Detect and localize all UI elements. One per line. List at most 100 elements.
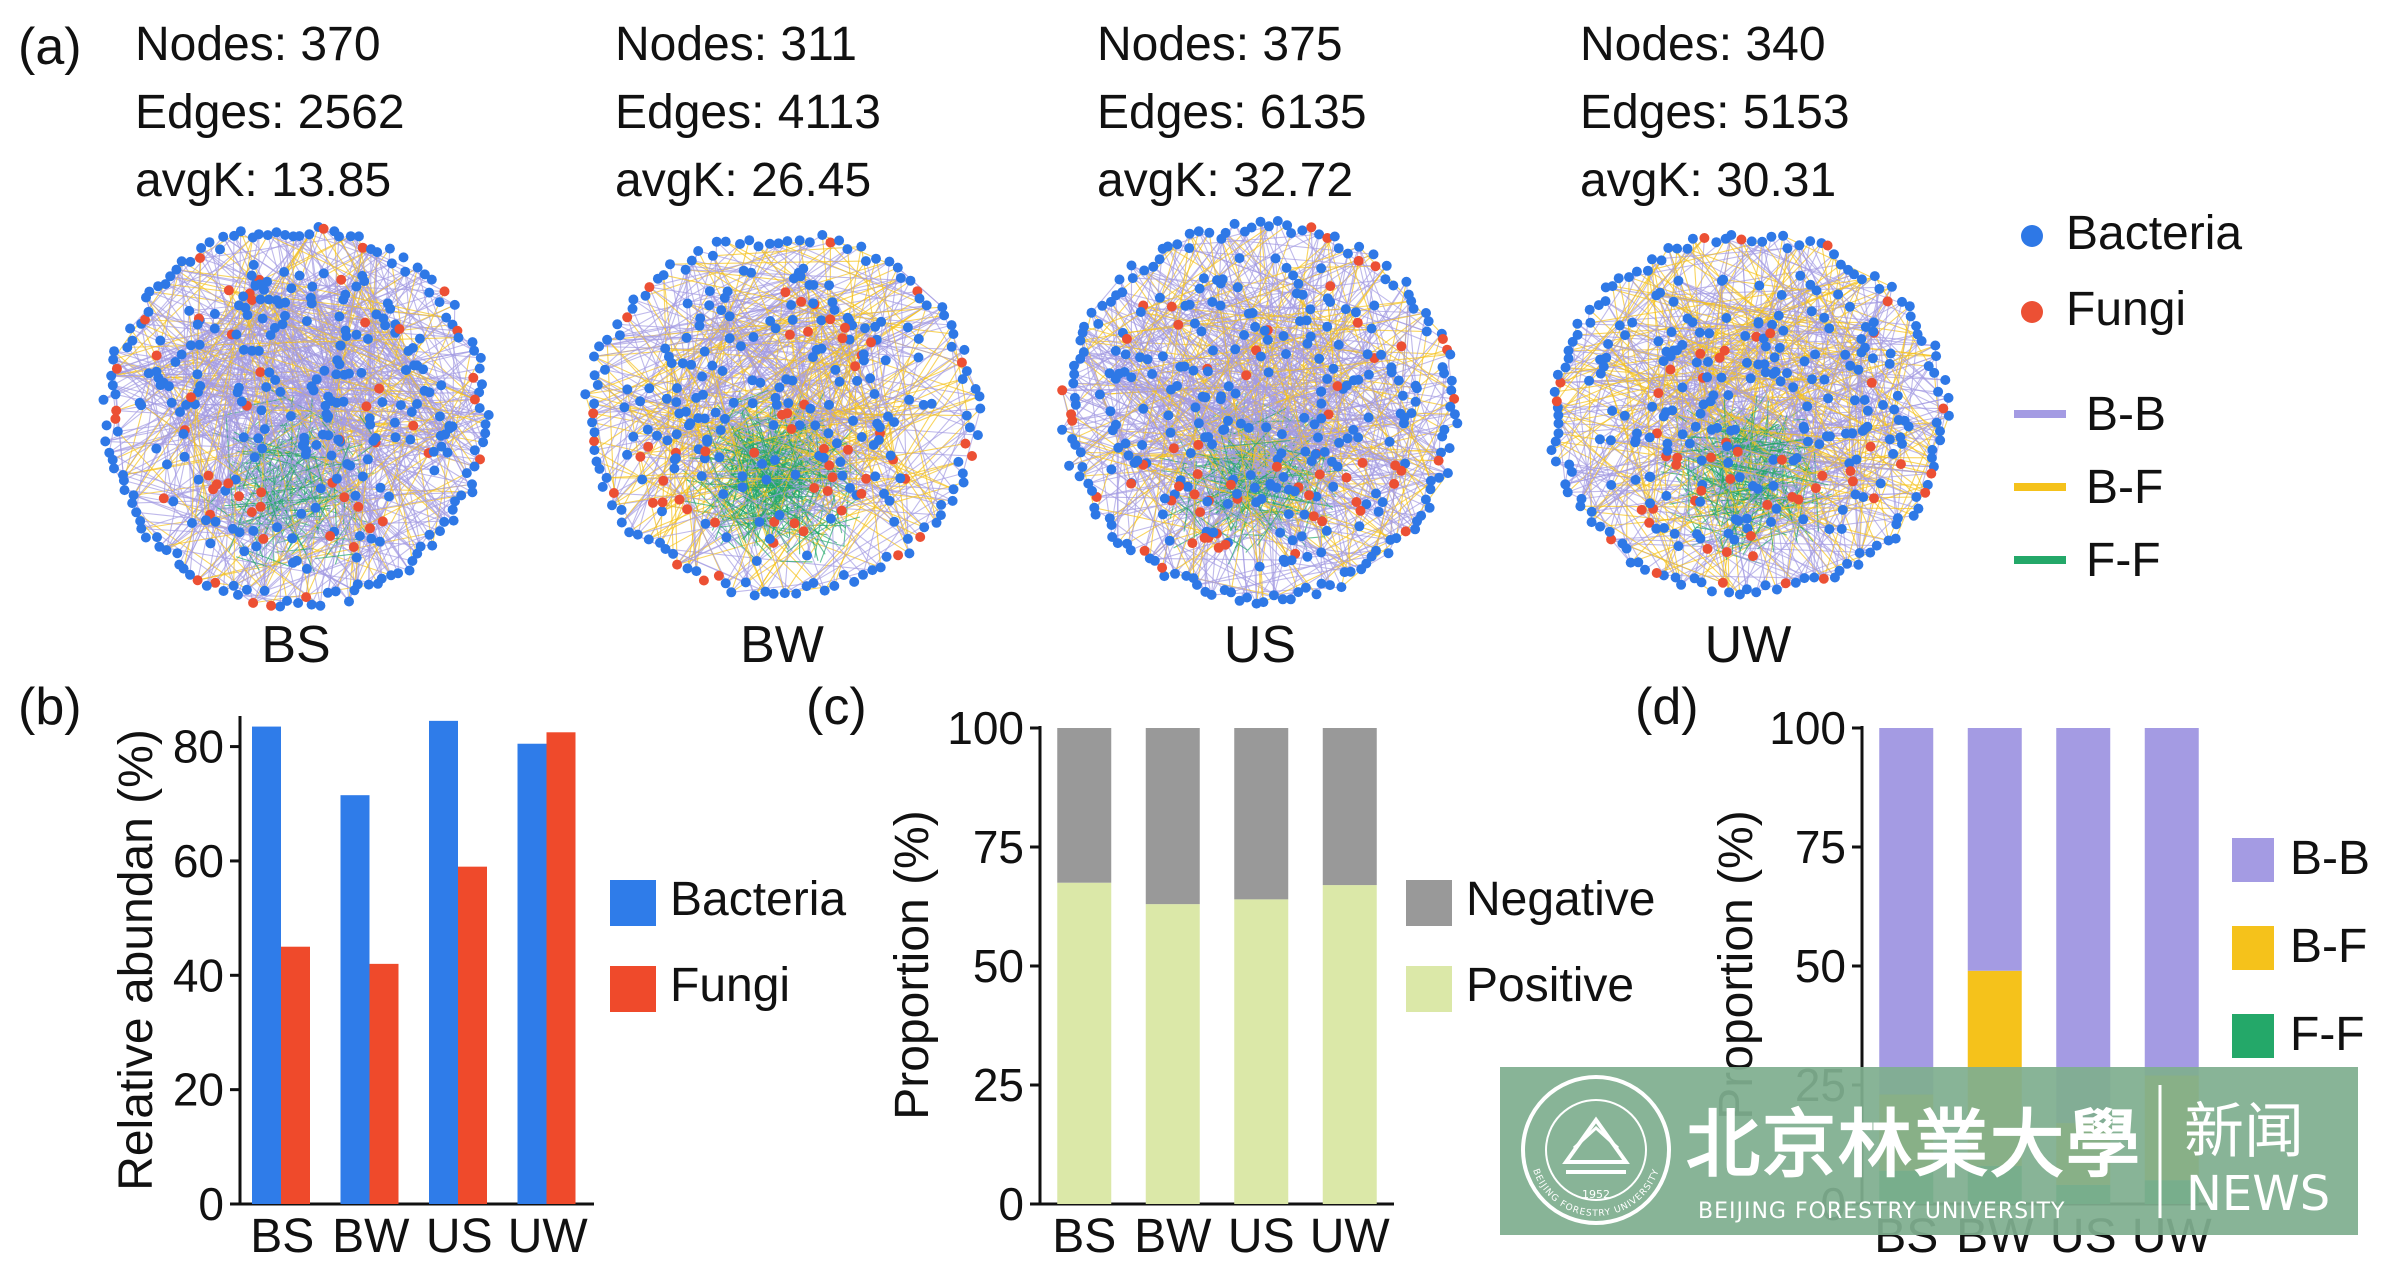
network-edge-bb xyxy=(1781,294,1847,434)
bacteria-node xyxy=(1766,517,1776,527)
bacteria-node xyxy=(1670,572,1681,583)
bacteria-node xyxy=(248,525,259,536)
bacteria-node xyxy=(1824,323,1835,334)
bacteria-node xyxy=(1325,580,1335,591)
edges-text-uw: Edges: 5153 xyxy=(1580,86,1850,139)
network-edge-bb xyxy=(1093,353,1287,509)
bacteria-node xyxy=(1603,339,1614,349)
bacteria-node xyxy=(696,471,707,482)
bacteria-node xyxy=(350,490,361,501)
network-edge-bb xyxy=(923,415,968,528)
bacteria-node xyxy=(1281,262,1292,273)
bacteria-node xyxy=(185,569,195,580)
bacteria-node xyxy=(1075,447,1086,458)
fungi-node xyxy=(1168,443,1179,454)
bacteria-node xyxy=(823,428,834,439)
network-edge-ff xyxy=(1268,473,1281,523)
network-edge-bb xyxy=(1572,341,1593,512)
network-edge-bb xyxy=(787,240,920,299)
fungi-node xyxy=(843,444,853,455)
network-edge-bb xyxy=(806,500,953,587)
bacteria-node xyxy=(870,321,881,332)
network-edge-bf xyxy=(662,387,780,503)
fungi-node xyxy=(1370,261,1381,272)
fungi-node xyxy=(348,542,359,552)
network-edge-bb xyxy=(621,480,664,523)
network-edge-bb xyxy=(649,286,863,438)
network-edge-ff xyxy=(1751,449,1767,470)
fungi-node xyxy=(700,446,711,457)
fungi-node xyxy=(1396,341,1407,352)
bacteria-node xyxy=(1288,270,1299,281)
network-edge-bb xyxy=(237,235,352,393)
fungi-node xyxy=(1174,481,1184,492)
bacteria-node xyxy=(171,264,182,275)
network-edge-bb xyxy=(1121,291,1283,435)
bacteria-node xyxy=(119,485,130,496)
bacteria-node xyxy=(1563,353,1574,364)
bacteria-node xyxy=(948,484,959,495)
bacteria-node xyxy=(811,344,822,355)
network-edge-bb xyxy=(1149,557,1292,561)
bacteria-node xyxy=(652,430,662,441)
network-edge-bb xyxy=(1193,476,1284,579)
network-edge-bb xyxy=(1220,283,1248,598)
network-edge-bb xyxy=(1725,317,1759,489)
bacteria-node xyxy=(1753,359,1764,370)
network-edge-bb xyxy=(1284,561,1351,573)
network-edge-bb xyxy=(1786,240,1811,374)
bacteria-node xyxy=(1068,378,1079,389)
fungi-node xyxy=(1241,370,1252,381)
network-edge-bb xyxy=(149,291,362,374)
fungi-node xyxy=(1745,531,1756,541)
network-edge-bf xyxy=(690,364,954,490)
bacteria-node xyxy=(1230,344,1241,355)
bacteria-node xyxy=(1223,415,1233,426)
bacteria-node xyxy=(895,273,906,283)
network-edge-bb xyxy=(626,316,909,540)
bacteria-node xyxy=(1769,352,1780,363)
bacteria-node xyxy=(1139,265,1150,276)
network-edge-bb xyxy=(1174,493,1214,533)
network-edge-bb xyxy=(1199,441,1390,513)
bacteria-node xyxy=(264,367,275,378)
fungi-node xyxy=(1437,334,1448,344)
bacteria-node xyxy=(628,431,639,442)
network-edge-bf xyxy=(1174,493,1208,503)
bacteria-node xyxy=(412,262,423,273)
bacteria-node xyxy=(1810,349,1821,360)
bacteria-node xyxy=(765,316,776,326)
bacteria-node xyxy=(143,368,154,379)
network-edge-bf xyxy=(1083,220,1279,353)
bacteria-node xyxy=(1684,438,1695,449)
network-edge-bb xyxy=(706,306,943,441)
bacteria-node xyxy=(1742,357,1752,368)
bacteria-node xyxy=(770,323,781,334)
network-edge-bb xyxy=(704,314,945,419)
bacteria-node xyxy=(1711,237,1722,248)
bacteria-node xyxy=(204,237,215,248)
bacteria-node xyxy=(1354,241,1365,252)
network-edge-bf xyxy=(593,440,675,461)
bacteria-node xyxy=(697,371,708,382)
bacteria-node xyxy=(1552,369,1563,380)
bacteria-node xyxy=(1067,434,1078,444)
fungi-node xyxy=(468,372,479,383)
fungi-node xyxy=(1121,333,1132,344)
fungi-node xyxy=(1866,377,1877,388)
network-edge-bf xyxy=(750,272,825,450)
fungi-node xyxy=(1400,526,1411,537)
network-edge-bb xyxy=(1234,223,1322,392)
network-edge-ff xyxy=(788,438,801,465)
network-edge-bb xyxy=(108,418,116,453)
bacteria-node xyxy=(424,529,435,540)
bacteria-node xyxy=(128,490,139,501)
network-edge-bf xyxy=(228,290,392,576)
bacteria-node xyxy=(1575,501,1586,512)
bacteria-node xyxy=(185,256,196,267)
bacteria-node xyxy=(107,380,118,391)
bacteria-node xyxy=(961,366,972,377)
bacteria-node xyxy=(1811,285,1822,296)
bacteria-node xyxy=(344,368,354,379)
bacteria-node xyxy=(1245,470,1256,481)
